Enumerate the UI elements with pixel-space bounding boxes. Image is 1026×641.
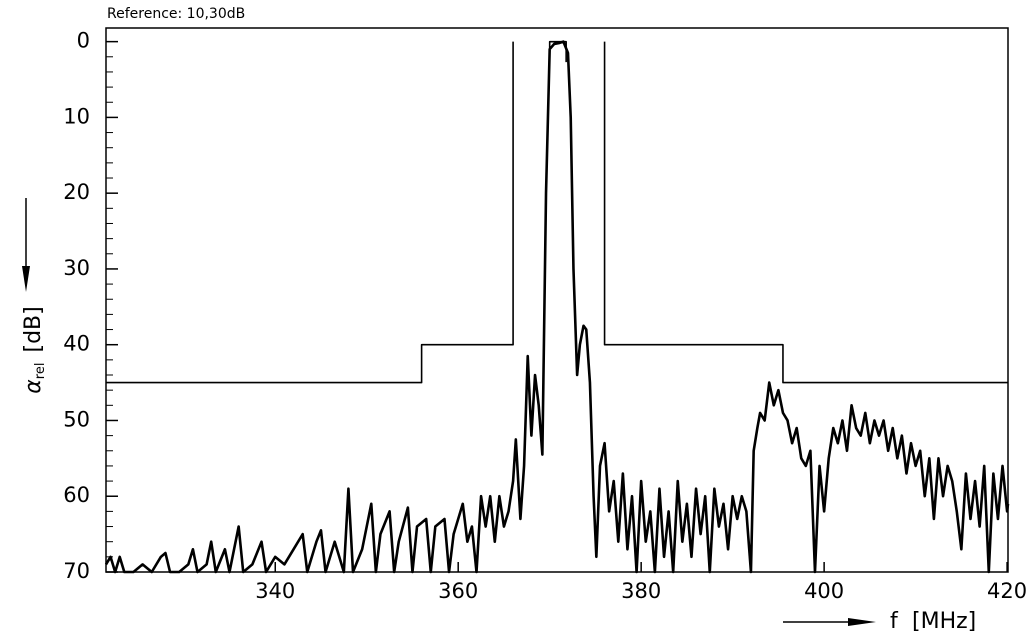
y-label-symbol: α bbox=[21, 379, 46, 394]
x-tick-label: 360 bbox=[438, 579, 478, 603]
x-label-unit: [MHz] bbox=[912, 609, 976, 634]
y-tick-label: 30 bbox=[63, 256, 90, 280]
x-label-symbol: f bbox=[890, 609, 899, 634]
y-tick-label: 70 bbox=[63, 559, 90, 583]
x-tick-label: 340 bbox=[255, 579, 295, 603]
y-tick-label: 60 bbox=[63, 483, 90, 507]
response-line bbox=[104, 40, 1010, 574]
y-tick-label: 0 bbox=[77, 29, 90, 53]
y-arrow bbox=[22, 198, 30, 292]
x-tick-label: 380 bbox=[621, 579, 661, 603]
y-tick-label: 20 bbox=[63, 180, 90, 204]
y-tick-label: 50 bbox=[63, 407, 90, 431]
y-label-sub: rel bbox=[33, 363, 48, 380]
y-axis-title-text: αrel [dB] bbox=[21, 306, 48, 393]
y-tick-label: 40 bbox=[63, 332, 90, 356]
plot-frame bbox=[105, 27, 1009, 573]
y-label-unit: [dB] bbox=[21, 306, 46, 352]
x-arrow bbox=[783, 618, 876, 626]
x-tick-label: 420 bbox=[987, 579, 1026, 603]
y-axis-title: αrel [dB] bbox=[21, 306, 48, 393]
reference-label: Reference: 10,30dB bbox=[107, 6, 245, 22]
y-tick-label: 10 bbox=[63, 104, 90, 128]
x-tick-label: 400 bbox=[804, 579, 844, 603]
mask-line bbox=[603, 41, 1008, 384]
mask-line bbox=[106, 41, 514, 384]
